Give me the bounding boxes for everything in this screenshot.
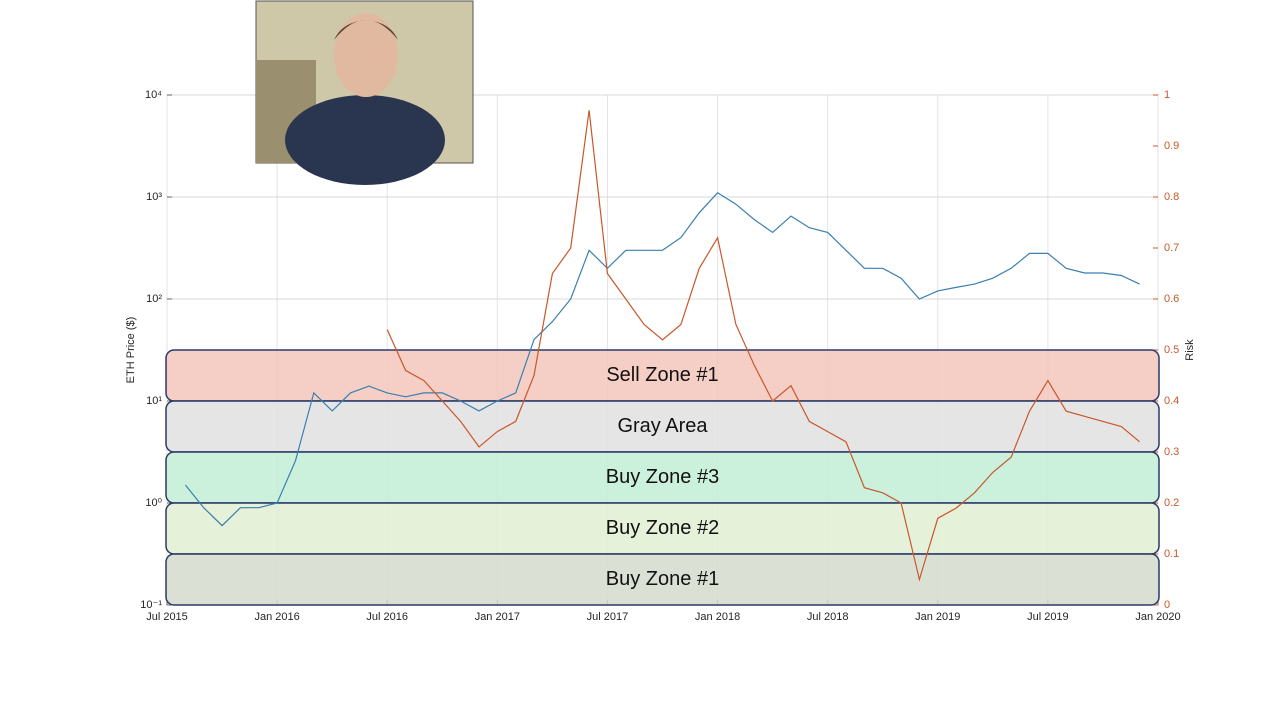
webcam-person-head [334,13,398,97]
zone-band [165,553,1160,606]
y2-axis-label: Risk [1184,339,1196,361]
y2-tick-label: 0.7 [1164,242,1179,254]
y2-tick-label: 0.5 [1164,344,1179,356]
x-tick-label: Jan 2020 [1135,611,1180,623]
y2-tick-label: 0.6 [1164,293,1179,305]
zone-label: Buy Zone #3 [606,466,719,488]
webcam-person-body [285,95,445,185]
y2-tick-label: 0 [1164,599,1170,611]
y2-tick-label: 0.1 [1164,548,1179,560]
x-tick-label: Jul 2016 [366,611,408,623]
y-tick-label: 10⁻¹ [140,599,162,611]
zone-label: Gray Area [617,415,708,437]
x-tick-label: Jan 2019 [915,611,960,623]
zone-label: Buy Zone #2 [606,517,719,539]
y2-tick-label: 1 [1164,89,1170,101]
y-tick-label: 10⁴ [145,89,162,101]
lines [184,110,1140,582]
x-tick-label: Jan 2016 [254,611,299,623]
series-line [386,110,1140,582]
zone-label: Sell Zone #1 [606,364,718,386]
y2-tick-label: 0.8 [1164,191,1179,203]
x-tick-label: Jul 2017 [587,611,629,623]
x-tick-label: Jan 2018 [695,611,740,623]
y-tick-label: 10¹ [146,395,162,407]
zones [165,349,1160,606]
y2-tick-label: 0.2 [1164,497,1179,509]
x-tick-label: Jan 2017 [475,611,520,623]
y2-tick-label: 0.9 [1164,140,1179,152]
webcam-video [255,0,474,185]
x-tick-label: Jul 2015 [146,611,188,623]
y-tick-label: 10⁰ [145,497,162,509]
y-tick-label: 10² [146,293,162,305]
y2-tick-label: 0.4 [1164,395,1179,407]
x-tick-label: Jul 2019 [1027,611,1069,623]
y-tick-label: 10³ [146,191,162,203]
y-axis-label: ETH Price ($) [125,317,137,384]
labels: Jul 2015 Jan 2016 Jul 2016 Jan 2017 Jul 2017… [140,89,1180,623]
y2-tick-label: 0.3 [1164,446,1179,458]
zone-label: Buy Zone #1 [606,568,719,590]
x-tick-label: Jul 2018 [807,611,849,623]
webcam-person-hair [334,20,398,40]
series-line [184,192,1140,527]
